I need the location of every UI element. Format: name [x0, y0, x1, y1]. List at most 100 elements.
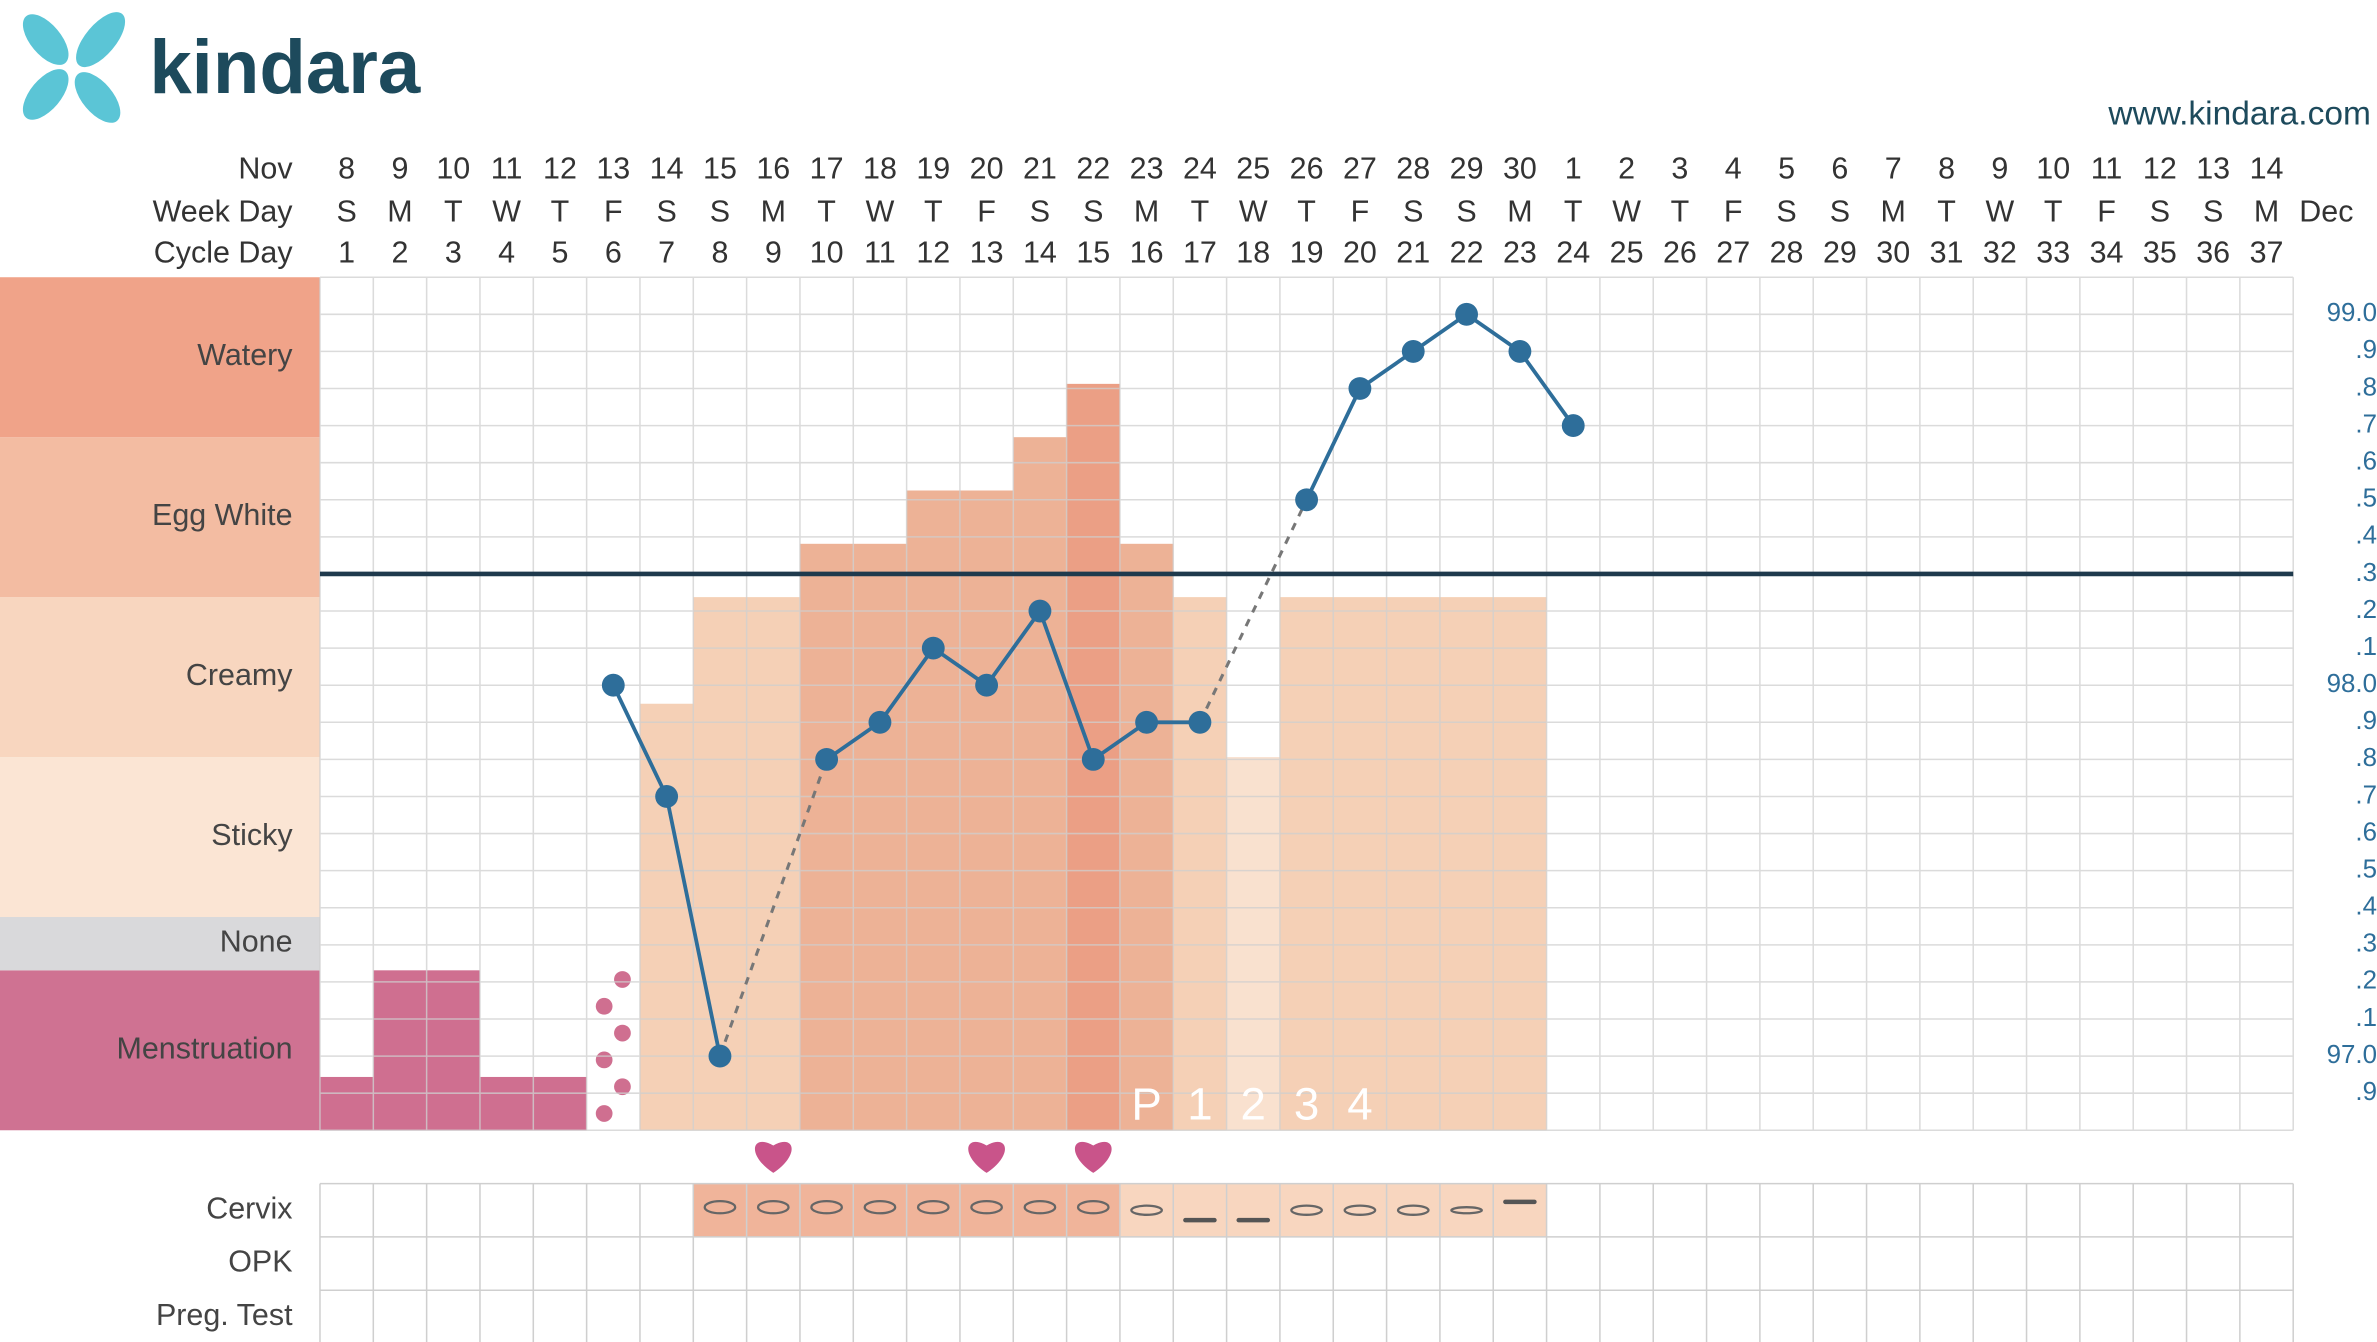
y-tick-label: .1	[2355, 1004, 2377, 1032]
temperature-point	[921, 636, 945, 660]
temperature-point	[1081, 747, 1105, 771]
grid	[319, 276, 2294, 1132]
temperature-point	[655, 785, 679, 808]
cervix-symbol	[703, 1199, 737, 1215]
weekday-label: M	[761, 194, 786, 228]
temperature-point	[1561, 414, 1585, 438]
y-tick-label: .3	[2355, 930, 2377, 958]
cervix-cell	[1173, 1183, 1227, 1237]
date-label: 23	[1130, 152, 1164, 186]
date-label: 25	[1236, 152, 1270, 186]
weekday-label: S	[2150, 194, 2170, 228]
cycle-day-label: 9	[765, 235, 782, 269]
cervix-symbol	[1290, 1204, 1323, 1216]
cycle-day-label: 4	[498, 235, 515, 269]
y-tick-label: 97.0	[2327, 1041, 2377, 1069]
fluid-bar	[853, 543, 907, 1131]
weekday-label: S	[1403, 194, 1423, 228]
date-label: 17	[810, 152, 844, 186]
cervix-cell	[746, 1183, 800, 1237]
date-label: 24	[1183, 152, 1217, 186]
temperature-point	[708, 1044, 732, 1068]
y-tick-label: .6	[2355, 818, 2377, 846]
cervix-cell	[853, 1183, 907, 1237]
lower-row-label: Cervix	[206, 1191, 292, 1225]
cycle-day-label: 18	[1236, 235, 1270, 269]
weekday-label: M	[1134, 194, 1159, 228]
cycle-day-label: 1	[338, 235, 355, 269]
temperature-point	[1188, 710, 1212, 734]
spotting-dot	[614, 1078, 631, 1096]
fluid-bar	[373, 970, 427, 1131]
y-tick-label: .3	[2355, 559, 2377, 587]
cycle-day-label: 22	[1450, 235, 1484, 269]
lower-grid	[319, 1182, 2294, 1342]
fluid-bar	[799, 543, 854, 1131]
date-label: 10	[436, 152, 470, 186]
peak-label: P	[1131, 1078, 1161, 1129]
y-tick-label: 99.0	[2327, 299, 2377, 327]
fluid-bar	[1279, 597, 1334, 1131]
fluid-bar	[1119, 543, 1174, 1131]
weekday-label: S	[656, 194, 676, 228]
date-label: 18	[863, 152, 897, 186]
cycle-day-label: 8	[711, 235, 728, 269]
date-label: 10	[2036, 152, 2070, 186]
fluid-bar	[746, 597, 800, 1131]
weekday-label: W	[492, 194, 521, 228]
cycle-day-label: 7	[658, 235, 675, 269]
weekday-label: F	[2097, 194, 2116, 228]
cycle-day-label: 15	[1076, 235, 1110, 269]
cycle-day-label: 28	[1770, 235, 1804, 269]
fluid-bar	[1226, 757, 1280, 1131]
peak-label: 1	[1187, 1078, 1212, 1129]
fluid-bar	[1493, 597, 1547, 1131]
date-label: 21	[1023, 152, 1057, 186]
date-label: 20	[970, 152, 1004, 186]
date-label: 3	[1671, 152, 1688, 186]
cervix-cell	[1226, 1183, 1280, 1237]
fluid-band-label: Egg White	[152, 498, 293, 532]
y-tick-label: .4	[2355, 522, 2377, 550]
y-tick-label: .4	[2355, 893, 2377, 921]
date-label: 11	[2091, 152, 2123, 186]
date-label: 12	[2143, 152, 2177, 186]
fluid-bar	[533, 1076, 587, 1131]
weekday-label: S	[1456, 194, 1476, 228]
cycle-day-label: 11	[864, 235, 896, 269]
lower-row-label: OPK	[228, 1245, 292, 1279]
cycle-day-label: 3	[445, 235, 462, 269]
weekday-label: T	[444, 194, 463, 228]
date-label: 6	[1831, 152, 1848, 186]
cervix-symbol	[810, 1199, 843, 1215]
logo-leaf	[76, 12, 126, 68]
y-tick-label: .7	[2355, 410, 2377, 438]
cycle-day-label: 10	[810, 235, 844, 269]
logo-mark	[22, 12, 126, 123]
cycle-day-label: 32	[1983, 235, 2017, 269]
y-tick-label: .5	[2355, 485, 2377, 513]
intercourse-heart	[1074, 1141, 1112, 1173]
weekday-label: T	[1671, 194, 1690, 228]
fluid-band	[0, 970, 320, 1131]
weekday-label: T	[2044, 194, 2063, 228]
weekday-label: S	[2203, 194, 2223, 228]
weekday-label: T	[1937, 194, 1956, 228]
website: www.kindara.com	[2107, 96, 2371, 133]
weekday-label: S	[1830, 194, 1850, 228]
logo-leaf	[74, 72, 121, 123]
peak-label: 3	[1294, 1078, 1319, 1129]
fluid-bar	[906, 490, 960, 1131]
weekday-label: T	[1297, 194, 1316, 228]
y-tick-label: .9	[2355, 336, 2377, 364]
weekday-label: W	[1612, 194, 1641, 228]
weekday-label: T	[924, 194, 943, 228]
date-label: 22	[1076, 152, 1110, 186]
y-tick-label: .9	[2355, 1078, 2377, 1106]
cycle-day-label: 25	[1610, 235, 1644, 269]
cervix-symbol	[1343, 1204, 1377, 1216]
y-tick-label: .5	[2355, 855, 2377, 883]
date-label: 11	[491, 152, 523, 186]
cycle-day-label: 30	[1876, 235, 1910, 269]
